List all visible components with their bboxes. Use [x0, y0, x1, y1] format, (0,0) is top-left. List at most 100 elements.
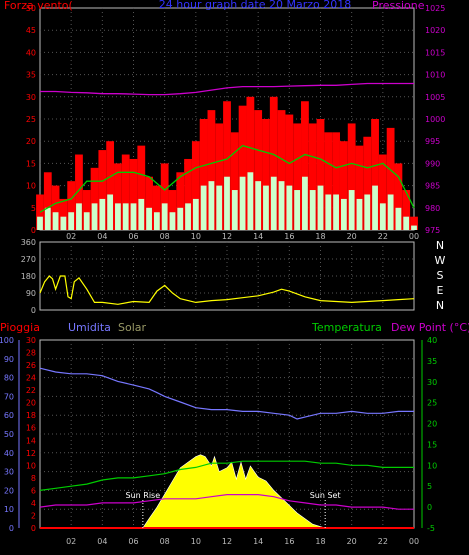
wind-x-tick-label: 18 [315, 232, 325, 241]
direction-tick-label: 270 [21, 255, 36, 264]
average-wind-bar [231, 190, 238, 230]
humidity-tick-label: 30 [4, 468, 14, 477]
average-wind-bar [177, 207, 184, 230]
gust-bar [262, 119, 270, 230]
gust-bar [394, 163, 403, 230]
average-wind-bar [138, 198, 145, 230]
average-wind-bar [99, 198, 106, 230]
temperature-x-tick-label: 04 [97, 537, 107, 546]
temperature-tick-label: 25 [427, 399, 437, 408]
temperature-x-tick-label: 10 [191, 537, 201, 546]
average-wind-bar [130, 203, 137, 230]
average-wind-bar [387, 194, 394, 230]
average-wind-bar [76, 203, 82, 230]
temperature-tick-label: -5 [427, 524, 435, 533]
wind-speed-tick-label: 20 [26, 137, 36, 146]
rain-tick-label: 2 [31, 511, 36, 520]
average-wind-bar [255, 181, 262, 230]
gust-bar [215, 123, 224, 230]
dewpoint-line [39, 494, 414, 510]
gust-bar [293, 123, 302, 230]
average-wind-bar [395, 207, 402, 230]
pressure-tick-label: 985 [425, 182, 440, 191]
average-wind-bar [83, 212, 90, 230]
gust-bar [90, 167, 99, 230]
temperature-tick-label: 30 [427, 378, 437, 387]
average-wind-bar [340, 198, 347, 230]
wind-speed-tick-label: 5 [31, 204, 36, 213]
direction-tick-label: 0 [31, 306, 36, 315]
gust-bar [371, 119, 379, 230]
wind-speed-tick-label: 25 [26, 115, 36, 124]
average-wind-bar [115, 203, 121, 230]
average-wind-bar [37, 216, 43, 230]
chart-title: 24 hour graph date 20 Marzo 2018 [159, 0, 351, 11]
average-wind-bar [200, 185, 207, 230]
rain-tick-label: 6 [31, 486, 36, 495]
gust-bar [230, 132, 239, 230]
gust-bar [223, 101, 231, 231]
wind-direction-line [39, 275, 415, 305]
rain-tick-label: 20 [26, 399, 36, 408]
gust-bar [378, 154, 387, 230]
temperature-tick-label: 35 [427, 357, 437, 366]
gust-bar [285, 114, 294, 230]
gust-bar [121, 154, 130, 230]
compass-label: W [435, 254, 446, 267]
pressure-tick-label: 980 [425, 204, 440, 213]
gust-bar [363, 136, 372, 230]
average-wind-bar [379, 203, 386, 230]
gust-bar [386, 127, 395, 230]
average-wind-bar [216, 185, 223, 230]
average-wind-bar [68, 212, 75, 230]
gust-bar [238, 105, 247, 230]
gust-bar [176, 172, 185, 230]
gust-bar [207, 110, 216, 230]
sun-annotations: Sun Rise Sun Set [126, 491, 341, 528]
gust-bar [184, 158, 192, 230]
rain-tick-label: 8 [31, 474, 36, 483]
temperature-label: Temperatura [311, 321, 382, 334]
wind-speed-tick-label: 35 [26, 71, 36, 80]
wind-x-tick-label: 22 [378, 232, 388, 241]
average-wind-bar [247, 172, 254, 230]
gust-bar [137, 145, 146, 230]
rain-tick-label: 14 [26, 436, 36, 445]
wind-speed-tick-label: 40 [26, 48, 36, 57]
temperature-tick-label: 20 [427, 420, 437, 429]
average-wind-bar [309, 190, 316, 230]
gust-bar [59, 198, 68, 230]
gust-bar [98, 150, 107, 230]
rain-tick-label: 12 [26, 449, 36, 458]
average-wind-bar [60, 216, 67, 230]
average-wind-bar [208, 181, 215, 230]
direction-tick-label: 90 [26, 289, 36, 298]
direction-ticks: 0 90 180 270 360 [21, 238, 36, 315]
humidity-tick-label: 50 [4, 430, 14, 439]
average-wind-bar [348, 190, 355, 230]
average-wind-bar [44, 207, 51, 230]
sun-annotation-label: Sun Rise [126, 491, 161, 500]
compass-label: N [436, 299, 444, 312]
humidity-tick-label: 0 [9, 524, 14, 533]
temperature-tick-label: 5 [427, 482, 432, 491]
pressure-tick-label: 1020 [425, 26, 445, 35]
gust-bar [316, 119, 325, 230]
gust-bar [254, 110, 263, 230]
rain-tick-label: 30 [26, 336, 36, 345]
pressure-tick-label: 995 [425, 137, 440, 146]
humidity-tick-label: 80 [4, 374, 14, 383]
wind-speed-tick-label: 0 [31, 226, 36, 235]
temperature-x-tick-label: 02 [66, 537, 76, 546]
gust-bar [355, 145, 364, 230]
temperature-tick-label: 0 [427, 503, 432, 512]
rain-tick-label: 4 [31, 499, 36, 508]
average-wind-bar [333, 194, 339, 230]
average-wind-bar [161, 203, 168, 230]
solar-label: Solar [118, 321, 147, 334]
sun-annotation-label: Sun Set [310, 491, 341, 500]
temperature-x-tick-label: 16 [284, 537, 294, 546]
